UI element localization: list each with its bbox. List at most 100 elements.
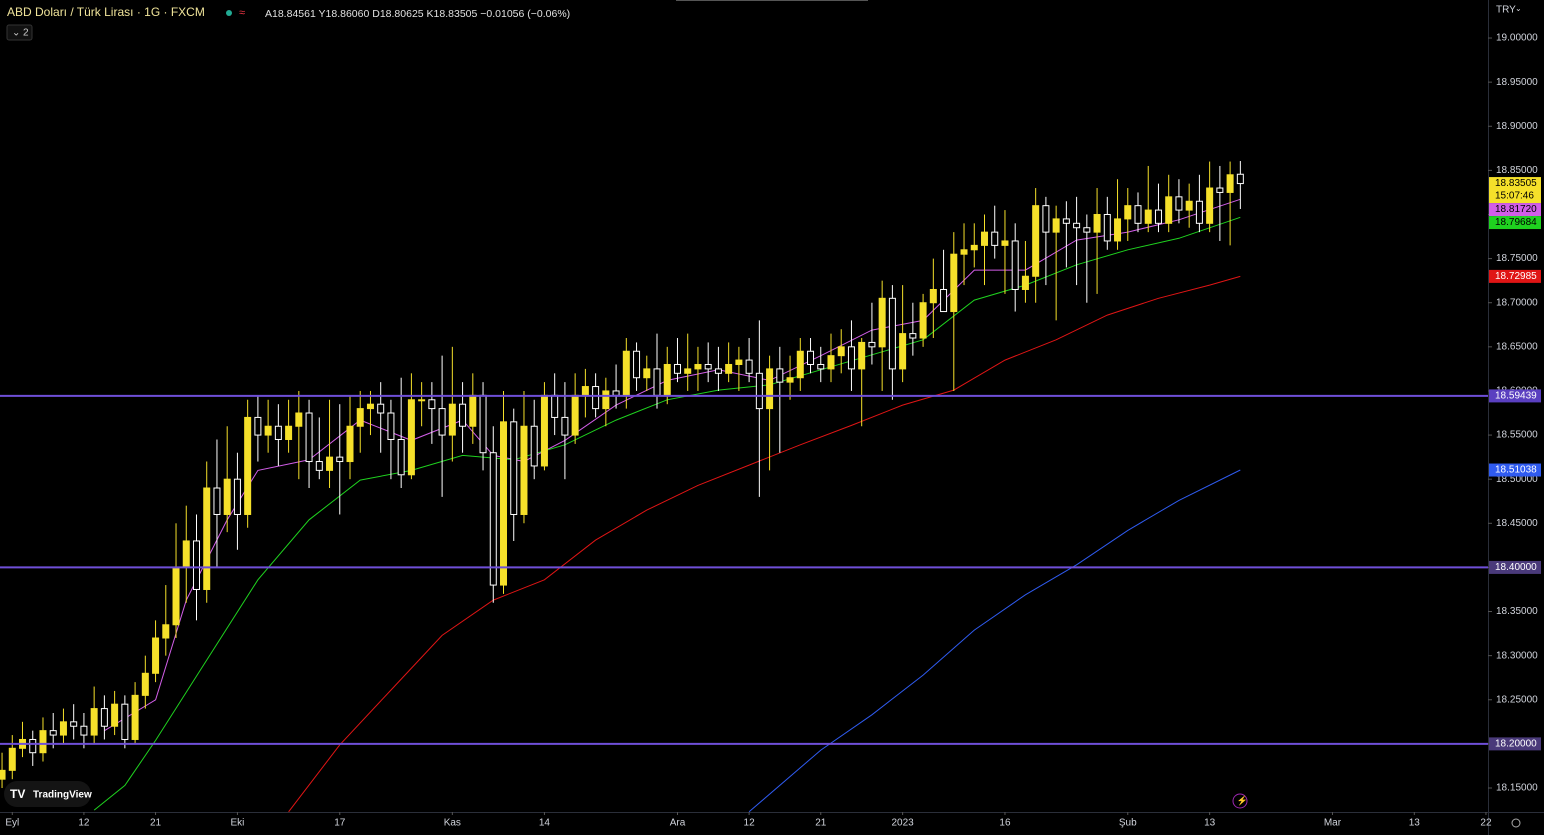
y-tick-label: 19.00000 bbox=[1496, 33, 1538, 44]
candle-body bbox=[244, 416, 252, 515]
price-tag bbox=[1489, 389, 1541, 403]
price-tag bbox=[1489, 560, 1541, 574]
candle-body bbox=[1052, 218, 1060, 233]
candle-body bbox=[1216, 187, 1224, 193]
candle-body bbox=[673, 363, 681, 374]
candle-body bbox=[203, 487, 211, 590]
candle-body bbox=[162, 624, 170, 639]
candle-body bbox=[1154, 209, 1162, 224]
x-tick-label: Mar bbox=[1324, 818, 1342, 829]
y-tick-label: 18.85000 bbox=[1496, 165, 1538, 176]
replay-icon[interactable] bbox=[1232, 793, 1248, 809]
candle-body bbox=[100, 708, 108, 727]
currency[interactable]: TRY bbox=[1496, 5, 1516, 16]
candle-body bbox=[776, 368, 784, 383]
ma-line bbox=[93, 216, 1241, 811]
candle-body bbox=[213, 487, 221, 515]
x-tick-label: 2023 bbox=[891, 818, 914, 829]
candle-body bbox=[70, 721, 78, 727]
candle-body bbox=[305, 412, 313, 463]
candle-body bbox=[1042, 205, 1050, 233]
x-tick-label: 13 bbox=[1409, 818, 1421, 829]
x-tick-label: Eki bbox=[230, 818, 244, 829]
candle-body bbox=[847, 346, 855, 370]
brand-logo: TV bbox=[10, 787, 25, 801]
candle-body bbox=[970, 244, 978, 251]
candle-body bbox=[1103, 213, 1111, 242]
candle-body bbox=[29, 738, 37, 754]
candle-body bbox=[39, 730, 47, 754]
candle-body bbox=[530, 425, 538, 467]
candle-body bbox=[766, 368, 774, 410]
y-tick-label: 18.15000 bbox=[1496, 783, 1538, 794]
candle-body bbox=[500, 421, 508, 586]
candle-body bbox=[111, 703, 119, 727]
candle-body bbox=[633, 350, 641, 379]
candle-body bbox=[366, 403, 374, 410]
ma-line bbox=[748, 469, 1241, 813]
candle-body bbox=[336, 456, 344, 463]
candle-body bbox=[326, 456, 334, 471]
chevron: ⌄ bbox=[12, 28, 20, 39]
candle-body bbox=[704, 363, 712, 370]
candle-body bbox=[868, 341, 876, 348]
candle-body bbox=[274, 425, 282, 440]
candle-body bbox=[356, 408, 364, 427]
price-tag-label: 18.59439 bbox=[1495, 391, 1537, 402]
candle-body bbox=[1032, 205, 1040, 277]
candle-body bbox=[694, 363, 702, 370]
candle-body bbox=[1114, 218, 1122, 242]
x-tick-label: 12 bbox=[744, 818, 756, 829]
indicator-toggle[interactable] bbox=[6, 24, 33, 41]
candle-body bbox=[1062, 218, 1070, 224]
candle-body bbox=[725, 363, 733, 374]
status-icon: ≈ bbox=[239, 7, 245, 19]
x-tick-label: 22 bbox=[1480, 818, 1492, 829]
candle-body bbox=[858, 341, 866, 370]
candle-body bbox=[59, 721, 67, 736]
candle-body bbox=[479, 394, 487, 454]
price-tag-label: 18.79684 bbox=[1495, 217, 1537, 228]
candle-body bbox=[929, 288, 937, 304]
candle-body bbox=[1011, 240, 1019, 290]
candle-body bbox=[510, 421, 518, 515]
y-tick-label: 18.30000 bbox=[1496, 650, 1538, 661]
candle-body bbox=[1165, 196, 1173, 224]
y-tick-label: 18.55000 bbox=[1496, 430, 1538, 441]
settings-icon[interactable] bbox=[1511, 818, 1521, 828]
candle-body bbox=[745, 359, 753, 374]
candle-body bbox=[141, 672, 149, 696]
x-tick-label: 13 bbox=[1204, 818, 1216, 829]
candle-body bbox=[980, 231, 988, 246]
candle-body bbox=[1185, 200, 1193, 211]
price-tag bbox=[1489, 177, 1541, 204]
candle-body bbox=[827, 355, 835, 370]
symbol-title[interactable]: ABD Doları / Türk Lirası · 1G · FXCM bbox=[7, 5, 205, 19]
candle-body bbox=[899, 333, 907, 370]
candle-body bbox=[0, 769, 6, 780]
status-dot bbox=[226, 10, 232, 16]
candle-body bbox=[878, 297, 886, 348]
x-tick-label: Eyl bbox=[5, 818, 19, 829]
candle-body bbox=[561, 416, 569, 436]
x-tick-label: Ara bbox=[670, 818, 686, 829]
candle-body bbox=[796, 350, 804, 379]
price-tag bbox=[1489, 216, 1541, 230]
candle-body bbox=[264, 425, 272, 436]
candle-body bbox=[172, 566, 180, 626]
y-tick-label: 18.45000 bbox=[1496, 518, 1538, 529]
y-tick-label: 18.70000 bbox=[1496, 297, 1538, 308]
price-tag-label: 18.20000 bbox=[1495, 739, 1537, 750]
candle-body bbox=[1175, 196, 1183, 211]
x-tick-label: 14 bbox=[539, 818, 551, 829]
price-tag-label: 18.51038 bbox=[1495, 465, 1537, 476]
candle-body bbox=[223, 478, 231, 515]
candle-body bbox=[786, 377, 794, 383]
plot bbox=[0, 161, 1488, 813]
candle-body bbox=[1021, 275, 1029, 290]
candle-body bbox=[581, 386, 589, 396]
candle-body bbox=[592, 386, 600, 410]
ohlc-readout: A18.84561 Y18.86060 D18.80625 K18.83505 … bbox=[265, 8, 570, 20]
candle-body bbox=[80, 725, 88, 736]
